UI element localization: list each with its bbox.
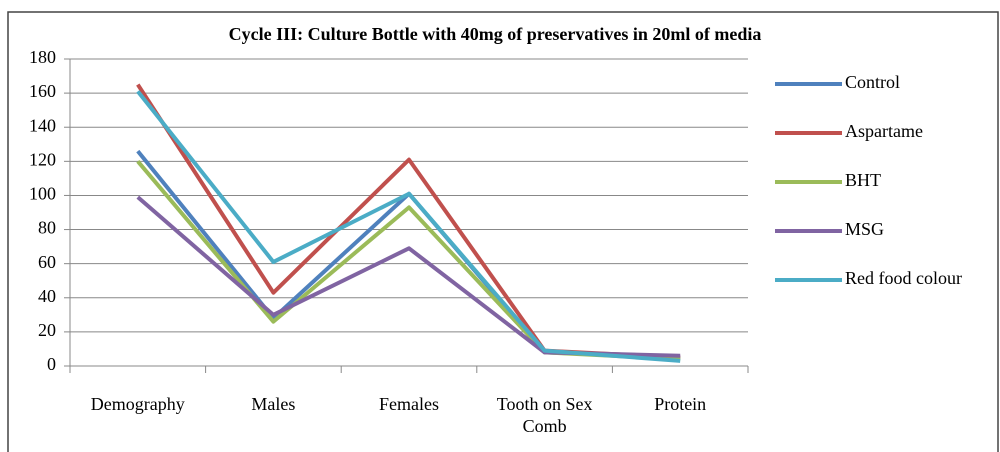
series-line [136,90,681,363]
y-tick-label: 160 [29,81,56,101]
x-tick-label: Tooth on Sex Comb [496,394,593,436]
y-tick-label: 120 [29,149,56,169]
y-tick-label: 140 [29,115,56,135]
legend-label: Aspartame [845,121,923,141]
legend-label: BHT [845,170,881,190]
legend-label: MSG [845,219,884,239]
y-tick-label: 180 [29,47,56,67]
y-tick-label: 100 [29,184,56,204]
y-tick-label: 80 [38,218,56,238]
y-tick-label: 20 [38,320,56,340]
x-tick-label: Protein [654,394,707,414]
legend-label: Red food colour [845,268,962,288]
x-tick-label: Demography [90,394,185,414]
y-tick-label: 60 [38,252,56,272]
y-tick-label: 0 [47,354,56,374]
x-tick-label: Males [251,394,296,414]
chart-title: Cycle III: Culture Bottle with 40mg of p… [229,24,762,44]
legend-label: Control [845,72,900,92]
x-tick-label: Females [379,394,439,414]
y-tick-label: 40 [38,286,56,306]
